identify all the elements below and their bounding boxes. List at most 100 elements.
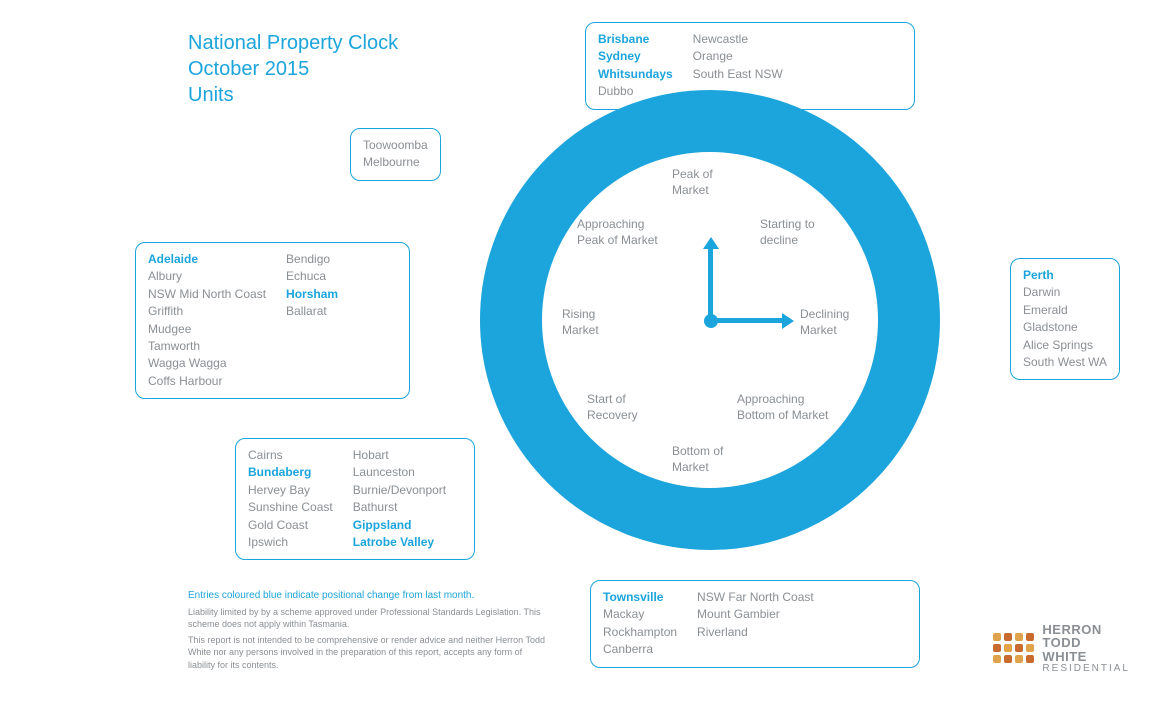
location-label: Alice Springs (1023, 337, 1107, 354)
phase-start-decline: Starting todecline (760, 217, 815, 248)
title-line-2: October 2015 (188, 56, 398, 82)
phase-approach-peak: ApproachingPeak of Market (577, 217, 658, 248)
location-label: Cairns (248, 447, 333, 464)
logo-l1: HERRON (1042, 623, 1130, 637)
location-label: NSW Mid North Coast (148, 286, 266, 303)
footnote-highlight: Entries coloured blue indicate positiona… (188, 590, 474, 601)
brand-logo-dots (993, 633, 1034, 663)
phase-declining: DecliningMarket (800, 307, 849, 338)
location-label: Canberra (603, 641, 677, 658)
logo-l4: RESIDENTIAL (1042, 664, 1130, 675)
phase-bottom: Bottom ofMarket (672, 444, 723, 475)
box-rising: AdelaideAlburyNSW Mid North CoastGriffit… (135, 242, 410, 399)
title-line-1: National Property Clock (188, 30, 398, 56)
location-label: Adelaide (148, 251, 266, 268)
box-approaching-peak: ToowoombaMelbourne (350, 128, 441, 181)
logo-l3: WHITE (1042, 650, 1130, 664)
location-label: Echuca (286, 268, 338, 285)
location-label: Riverland (697, 624, 814, 641)
clock-face: Peak ofMarket ApproachingPeak of Market … (542, 152, 878, 488)
location-label: Mudgee (148, 321, 266, 338)
location-label: Newcastle (693, 31, 783, 48)
location-label: Hobart (353, 447, 446, 464)
location-label: Gold Coast (248, 517, 333, 534)
location-label: Melbourne (363, 154, 428, 171)
location-label: Townsville (603, 589, 677, 606)
box-bottom: TownsvilleMackayRockhamptonCanberra NSW … (590, 580, 920, 668)
logo-dot (993, 655, 1001, 663)
disclaimer: Liability limited by by a scheme approve… (188, 606, 548, 675)
box-approachpeak-col1: ToowoombaMelbourne (363, 137, 428, 172)
location-label: Bendigo (286, 251, 338, 268)
box-bottom-col2: NSW Far North CoastMount GambierRiverlan… (697, 589, 814, 659)
location-label: Tamworth (148, 338, 266, 355)
location-label: Darwin (1023, 284, 1107, 301)
logo-dot (1026, 655, 1034, 663)
location-label: Gippsland (353, 517, 446, 534)
title-line-3: Units (188, 82, 398, 108)
location-label: Bathurst (353, 499, 446, 516)
clock-hand-hour (711, 318, 784, 323)
location-label: Ipswich (248, 534, 333, 551)
phase-peak: Peak ofMarket (672, 167, 713, 198)
box-peak: BrisbaneSydneyWhitsundaysDubbo Newcastle… (585, 22, 915, 110)
location-label: Whitsundays (598, 66, 673, 83)
brand-logo: HERRON TODD WHITE RESIDENTIAL (993, 623, 1130, 674)
location-label: Toowoomba (363, 137, 428, 154)
logo-dot (1015, 644, 1023, 652)
location-label: Emerald (1023, 302, 1107, 319)
logo-dot (1015, 633, 1023, 641)
location-label: Albury (148, 268, 266, 285)
location-label: South West WA (1023, 354, 1107, 371)
location-label: Wagga Wagga (148, 355, 266, 372)
location-label: Orange (693, 48, 783, 65)
logo-dot (1004, 655, 1012, 663)
location-label: Mount Gambier (697, 606, 814, 623)
location-label: Rockhampton (603, 624, 677, 641)
logo-dot (993, 633, 1001, 641)
location-label: South East NSW (693, 66, 783, 83)
page-title: National Property Clock October 2015 Uni… (188, 30, 398, 108)
location-label: Dubbo (598, 83, 673, 100)
logo-dot (1026, 633, 1034, 641)
location-label: Mackay (603, 606, 677, 623)
location-label: Bundaberg (248, 464, 333, 481)
box-declining-col1: PerthDarwinEmeraldGladstoneAlice Springs… (1023, 267, 1107, 371)
clock-hand-minute (708, 247, 713, 320)
location-label: Gladstone (1023, 319, 1107, 336)
logo-dot (1026, 644, 1034, 652)
box-peak-col2: NewcastleOrangeSouth East NSW (693, 31, 783, 101)
box-rising-col2: BendigoEchucaHorshamBallarat (286, 251, 338, 390)
disclaimer-p2: This report is not intended to be compre… (188, 634, 548, 670)
box-recovery-col1: CairnsBundabergHervey BaySunshine CoastG… (248, 447, 333, 551)
logo-dot (1015, 655, 1023, 663)
location-label: Brisbane (598, 31, 673, 48)
box-recovery: CairnsBundabergHervey BaySunshine CoastG… (235, 438, 475, 560)
location-label: Hervey Bay (248, 482, 333, 499)
clock-hub (704, 314, 718, 328)
phase-start-recovery: Start ofRecovery (587, 392, 638, 423)
location-label: Sunshine Coast (248, 499, 333, 516)
brand-logo-text: HERRON TODD WHITE RESIDENTIAL (1042, 623, 1130, 674)
box-peak-col1: BrisbaneSydneyWhitsundaysDubbo (598, 31, 673, 101)
logo-l2: TODD (1042, 636, 1130, 650)
location-label: Ballarat (286, 303, 338, 320)
location-label: Perth (1023, 267, 1107, 284)
disclaimer-p1: Liability limited by by a scheme approve… (188, 606, 548, 630)
phase-rising: RisingMarket (562, 307, 599, 338)
location-label: Griffith (148, 303, 266, 320)
box-bottom-col1: TownsvilleMackayRockhamptonCanberra (603, 589, 677, 659)
location-label: Coffs Harbour (148, 373, 266, 390)
location-label: Sydney (598, 48, 673, 65)
location-label: Horsham (286, 286, 338, 303)
logo-dot (1004, 633, 1012, 641)
location-label: Launceston (353, 464, 446, 481)
location-label: NSW Far North Coast (697, 589, 814, 606)
box-recovery-col2: HobartLauncestonBurnie/DevonportBathurst… (353, 447, 446, 551)
logo-dot (1004, 644, 1012, 652)
box-declining: PerthDarwinEmeraldGladstoneAlice Springs… (1010, 258, 1120, 380)
location-label: Latrobe Valley (353, 534, 446, 551)
box-rising-col1: AdelaideAlburyNSW Mid North CoastGriffit… (148, 251, 266, 390)
phase-approach-bottom: ApproachingBottom of Market (737, 392, 828, 423)
location-label: Burnie/Devonport (353, 482, 446, 499)
